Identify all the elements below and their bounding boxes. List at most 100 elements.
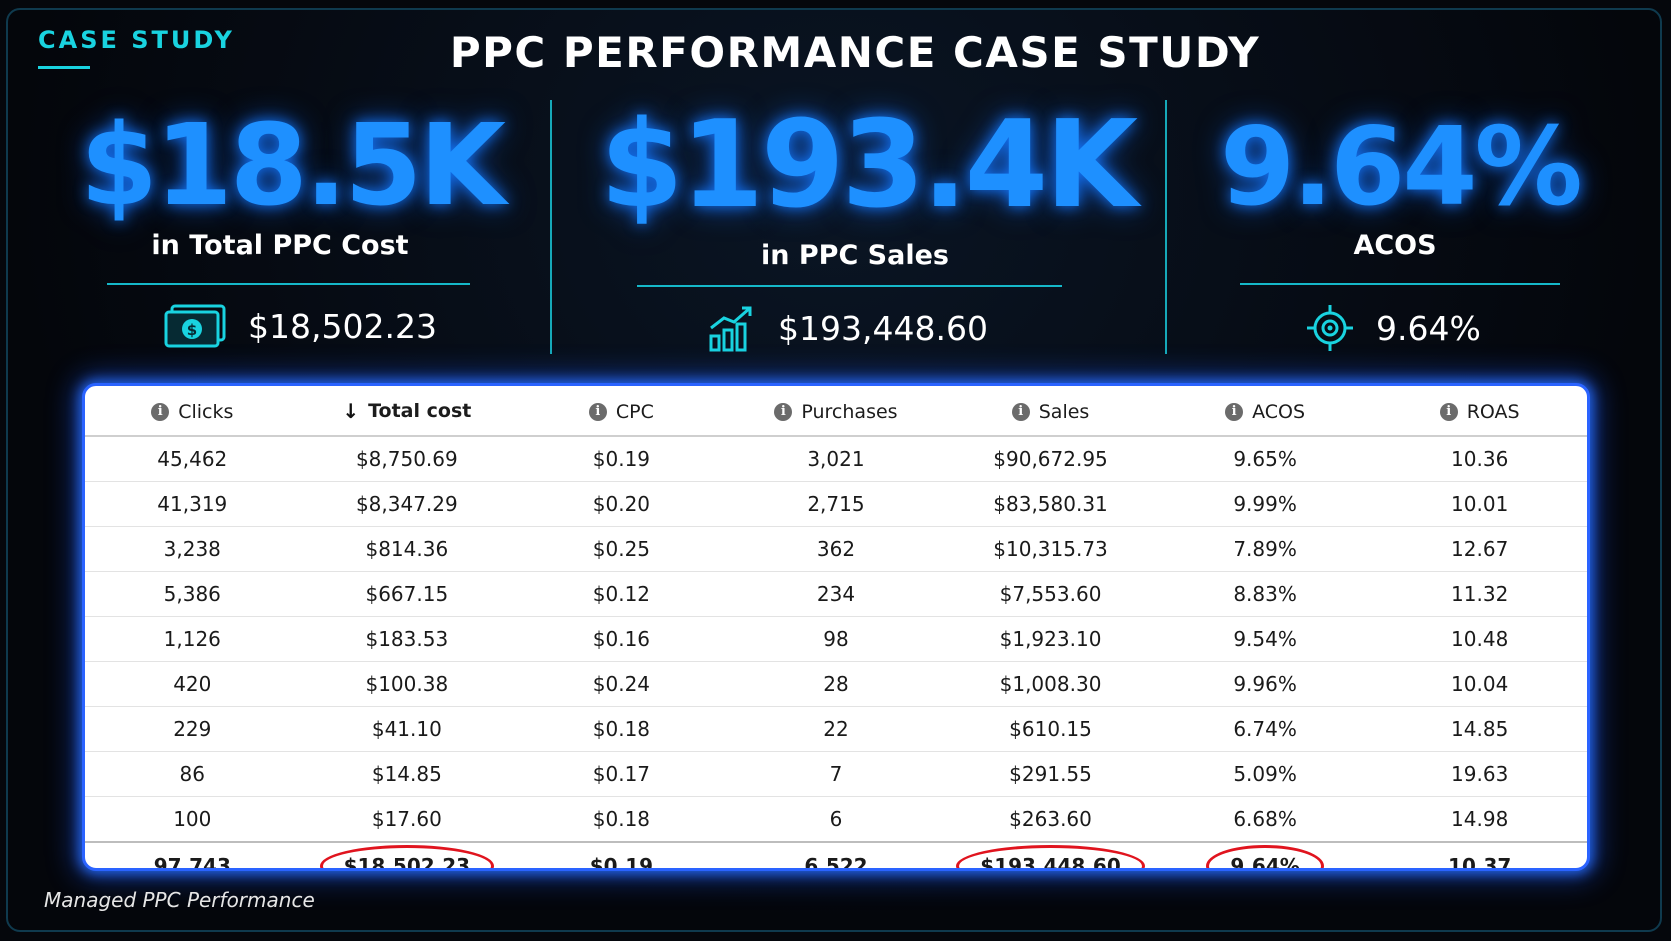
table-cell: 98 xyxy=(728,616,944,662)
total-cell: $193,448.60 xyxy=(943,841,1158,868)
sort-down-arrow-icon: ↓ xyxy=(342,398,360,423)
kpi-sales-label: in PPC Sales xyxy=(761,240,949,271)
kpi-acos-rule xyxy=(1240,283,1560,285)
table-cell: 41,319 xyxy=(85,481,300,527)
table-cell: 14.98 xyxy=(1372,796,1587,843)
table-cell: 6 xyxy=(728,796,944,843)
kpi-total-cost-label: in Total PPC Cost xyxy=(151,230,409,261)
table-cell: 100 xyxy=(85,796,300,843)
kpi-total-cost: $18.5K in Total PPC Cost xyxy=(80,100,506,360)
highlighted-total-value: 9.64% xyxy=(1206,844,1325,868)
table-cell: 1,126 xyxy=(85,616,300,662)
kpi-total-cost-rule xyxy=(107,283,470,285)
info-icon[interactable]: i xyxy=(1225,403,1244,421)
total-cell: 10.37 xyxy=(1372,841,1587,871)
table-cell: $814.36 xyxy=(299,526,515,572)
col-header-total-cost[interactable]: ↓ Total cost xyxy=(299,386,515,437)
table-cell: $263.60 xyxy=(943,796,1158,843)
table-cell: $17.60 xyxy=(299,796,515,843)
highlighted-total-value: $193,448.60 xyxy=(956,844,1146,868)
kpi-acos-value: 9.64% xyxy=(1376,308,1481,348)
col-header-purchases[interactable]: i Purchases xyxy=(728,386,944,437)
performance-table: i Clicks ↓ Total cost i CPC i Purchases i Sal… xyxy=(85,386,1587,871)
table-cell: 14.85 xyxy=(1372,706,1587,752)
svg-text:$: $ xyxy=(187,321,197,339)
col-header-clicks[interactable]: i Clicks xyxy=(85,386,300,437)
kpi-sales-value: $193,448.60 xyxy=(778,308,988,348)
col-header-cpc[interactable]: i CPC xyxy=(514,386,729,437)
table-cell: $1,923.10 xyxy=(943,616,1158,662)
table-cell: 5.09% xyxy=(1157,751,1373,797)
table-row: 229 $41.10 $0.18 22 $610.15 6.74% 14.85 xyxy=(85,706,1587,752)
total-cell: 9.64% xyxy=(1157,841,1373,868)
table-cell: $8,750.69 xyxy=(299,436,515,482)
table-cell: 6.74% xyxy=(1157,706,1373,752)
table-row: 420 $100.38 $0.24 28 $1,008.30 9.96% 10.04 xyxy=(85,661,1587,707)
table-cell: 9.96% xyxy=(1157,661,1373,707)
table-cell: $0.24 xyxy=(514,661,729,707)
table-cell: 234 xyxy=(728,571,944,617)
table-cell: $90,672.95 xyxy=(943,436,1158,482)
total-cell: 6,522 xyxy=(728,841,944,868)
kpi-total-cost-big: $18.5K xyxy=(80,101,506,231)
table-cell: $610.15 xyxy=(943,706,1158,752)
info-icon[interactable]: i xyxy=(588,403,607,421)
table-cell: 5,386 xyxy=(85,571,300,617)
table-cell: 9.99% xyxy=(1157,481,1373,527)
table-row: 45,462 $8,750.69 $0.19 3,021 $90,672.95 9.65%… xyxy=(85,436,1587,482)
kpi-sales-rule xyxy=(637,285,1062,287)
table-cell: 3,238 xyxy=(85,526,300,572)
table-cell: 12.67 xyxy=(1372,526,1587,572)
table-cell: 6.68% xyxy=(1157,796,1373,843)
table-cell: 10.36 xyxy=(1372,436,1587,482)
table-cell: 19.63 xyxy=(1372,751,1587,797)
table-row: 3,238 $814.36 $0.25 362 $10,315.73 7.89% 12.67 xyxy=(85,526,1587,572)
table-row: 100 $17.60 $0.18 6 $263.60 6.68% 14.98 xyxy=(85,796,1587,843)
kpi-divider-2 xyxy=(1165,100,1167,354)
table-cell: 22 xyxy=(728,706,944,752)
table-cell: $0.25 xyxy=(514,526,729,572)
table-cell: $0.12 xyxy=(514,571,729,617)
info-icon[interactable]: i xyxy=(1011,403,1030,421)
page-title: PPC PERFORMANCE CASE STUDY xyxy=(449,28,1261,77)
table-cell: $0.18 xyxy=(514,796,729,843)
kpi-acos-label: ACOS xyxy=(1353,230,1437,261)
total-cell: $0.19 xyxy=(514,841,729,871)
table-cell: $667.15 xyxy=(299,571,515,617)
col-header-roas[interactable]: i ROAS xyxy=(1372,386,1587,437)
table-cell: $83,580.31 xyxy=(943,481,1158,527)
table-cell: 229 xyxy=(85,706,300,752)
table-cell: $14.85 xyxy=(299,751,515,797)
table-row: 86 $14.85 $0.17 7 $291.55 5.09% 19.63 xyxy=(85,751,1587,797)
table-cell: 86 xyxy=(85,751,300,797)
kpi-total-cost-value: $18,502.23 xyxy=(248,306,437,346)
info-icon[interactable]: i xyxy=(1439,403,1458,421)
kpi-sales: $193.4K in PPC Sales xyxy=(600,100,1138,360)
info-icon[interactable]: i xyxy=(774,403,793,421)
col-header-sales[interactable]: i Sales xyxy=(943,386,1158,437)
performance-table-card: i Clicks ↓ Total cost i CPC i Purchases i Sal… xyxy=(82,383,1590,871)
target-icon xyxy=(1306,304,1354,352)
table-cell: 28 xyxy=(728,661,944,707)
table-cell: $100.38 xyxy=(299,661,515,707)
table-cell: $10,315.73 xyxy=(943,526,1158,572)
kpi-acos-value-row: 9.64% xyxy=(1306,304,1481,352)
total-value: $0.19 xyxy=(589,853,654,871)
table-cell: 10.48 xyxy=(1372,616,1587,662)
table-cell: 420 xyxy=(85,661,300,707)
table-cell: 45,462 xyxy=(85,436,300,482)
table-row: 1,126 $183.53 $0.16 98 $1,923.10 9.54% 10.48 xyxy=(85,616,1587,662)
kpi-divider-1 xyxy=(550,100,552,354)
table-cell: $1,008.30 xyxy=(943,661,1158,707)
table-cell: $0.19 xyxy=(514,436,729,482)
money-bill-icon: $ xyxy=(164,304,226,348)
total-cell: $18,502.23 xyxy=(299,841,515,868)
table-row: 41,319 $8,347.29 $0.20 2,715 $83,580.31 9.99%… xyxy=(85,481,1587,527)
table-cell: 10.04 xyxy=(1372,661,1587,707)
table-cell: 9.65% xyxy=(1157,436,1373,482)
growth-chart-icon xyxy=(708,304,756,352)
col-header-acos[interactable]: i ACOS xyxy=(1157,386,1373,437)
info-icon[interactable]: i xyxy=(151,403,170,421)
table-cell: 8.83% xyxy=(1157,571,1373,617)
total-value: 10.37 xyxy=(1448,853,1512,871)
